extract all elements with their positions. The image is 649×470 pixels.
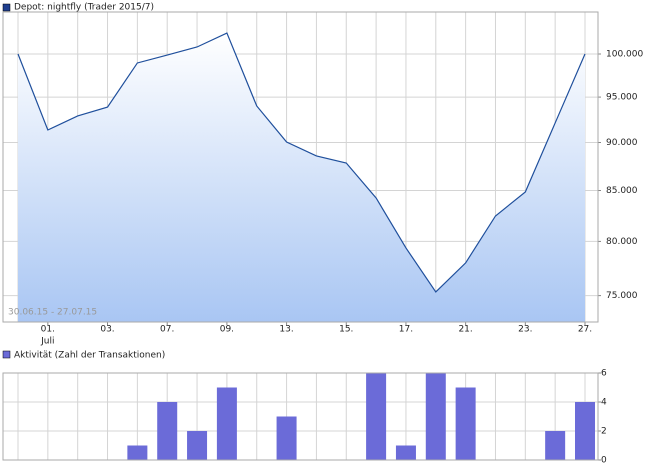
chart-title: Aktivität (Zahl der Transaktionen) — [14, 351, 165, 361]
bar — [187, 431, 208, 460]
bar — [127, 445, 148, 460]
y-tick-label: 95.000 — [606, 93, 638, 103]
x-tick-label: 07. — [160, 325, 174, 335]
bar — [425, 373, 446, 460]
line — [17, 32, 586, 293]
x-tick-label: 01. — [41, 325, 55, 335]
x-sublabel: Juli — [40, 337, 54, 347]
x-tick-label: 13. — [279, 325, 293, 335]
y-tick-label: 100.000 — [606, 50, 643, 60]
y-tick-label: 75.000 — [606, 291, 638, 301]
y-tick-label: 90.000 — [606, 138, 638, 148]
x-tick-label: 23. — [518, 325, 532, 335]
legend-swatch — [2, 350, 11, 359]
bar — [216, 387, 237, 460]
x-tick-label: 27. — [578, 325, 592, 335]
y-tick-label: 0 — [601, 456, 607, 466]
date-range: 30.06.15 - 27.07.15 — [8, 308, 97, 318]
bar — [395, 445, 416, 460]
bar — [545, 431, 566, 460]
x-tick-label: 03. — [100, 325, 114, 335]
y-tick-label: 2 — [601, 427, 607, 437]
y-tick-label: 80.000 — [606, 237, 638, 247]
bar — [575, 402, 595, 460]
x-tick-label: 09. — [220, 325, 234, 335]
bar — [276, 416, 297, 460]
bar — [157, 402, 178, 460]
bar — [366, 373, 387, 460]
y-tick-label: 6 — [601, 369, 607, 379]
y-tick-label: 85.000 — [606, 186, 638, 196]
area — [18, 33, 585, 323]
plot-frame — [2, 11, 599, 323]
x-tick-label: 21. — [458, 325, 472, 335]
x-tick-label: 15. — [339, 325, 353, 335]
legend-swatch — [2, 3, 11, 12]
y-tick-label: 4 — [601, 398, 607, 408]
bar — [455, 387, 476, 460]
x-tick-label: 17. — [399, 325, 413, 335]
chart-title: Depot: nightfly (Trader 2015/7) — [14, 3, 154, 13]
plot-frame — [2, 372, 599, 461]
